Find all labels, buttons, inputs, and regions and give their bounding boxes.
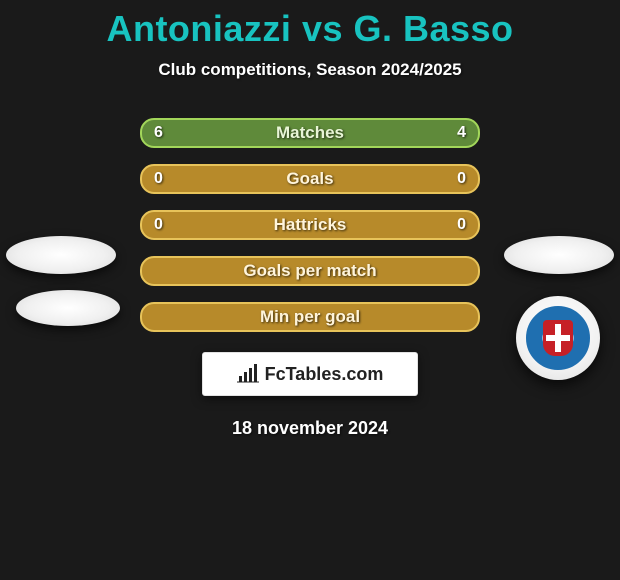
player-left-badge-2 (16, 290, 120, 326)
club-badge-cross-h (546, 335, 570, 341)
stat-label: Hattricks (274, 215, 347, 235)
content-area: 6 Matches 4 0 Goals 0 0 Hattricks 0 Goals per mat… (0, 118, 620, 439)
player-right-club-badge (516, 296, 600, 380)
player-right-badge-1 (504, 236, 614, 274)
fctables-logo-box: FcTables.com (202, 352, 418, 396)
stat-bar: 6 Matches 4 (140, 118, 480, 148)
fctables-chart-icon (237, 364, 259, 384)
fctables-logo-text: FcTables.com (265, 364, 384, 385)
stat-value-left: 6 (154, 124, 163, 142)
stat-value-right: 4 (457, 124, 466, 142)
stat-bar: 0 Hattricks 0 (140, 210, 480, 240)
stat-bar: 0 Goals 0 (140, 164, 480, 194)
stat-bar: Min per goal (140, 302, 480, 332)
stat-value-right: 0 (457, 216, 466, 234)
stat-value-right: 0 (457, 170, 466, 188)
comparison-title: Antoniazzi vs G. Basso (0, 0, 620, 50)
stat-label: Goals per match (243, 261, 376, 281)
player-left-badge-1 (6, 236, 116, 274)
club-badge-ring (526, 306, 590, 370)
stat-value-left: 0 (154, 216, 163, 234)
stat-label: Goals (286, 169, 333, 189)
stat-value-left: 0 (154, 170, 163, 188)
snapshot-date: 18 november 2024 (0, 418, 620, 439)
stat-bar: Goals per match (140, 256, 480, 286)
stat-bars: 6 Matches 4 0 Goals 0 0 Hattricks 0 Goals per mat… (140, 118, 480, 332)
club-badge-shield (543, 320, 573, 356)
stat-label: Matches (276, 123, 344, 143)
comparison-subtitle: Club competitions, Season 2024/2025 (0, 60, 620, 80)
stat-label: Min per goal (260, 307, 360, 327)
